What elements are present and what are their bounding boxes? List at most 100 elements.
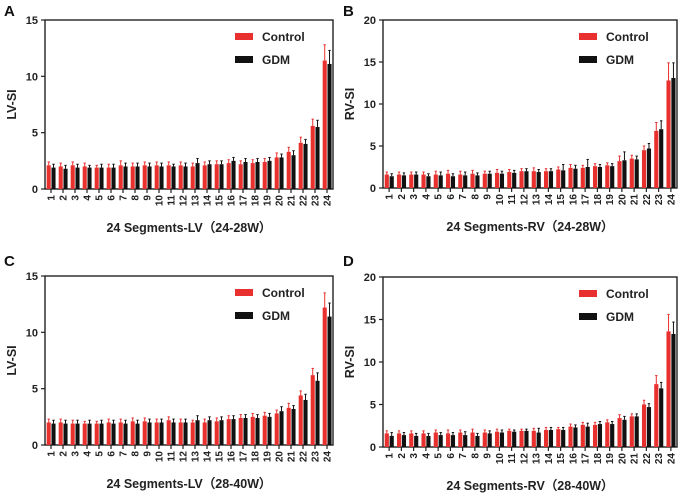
control-bar-23 — [310, 375, 315, 445]
legend-label-control: Control — [606, 30, 649, 44]
gdm-bar-11 — [171, 166, 176, 189]
x-tick-label: 8 — [470, 194, 481, 200]
x-tick-label: 18 — [593, 453, 604, 465]
gdm-bar-14 — [207, 164, 212, 189]
x-tick-label: 13 — [191, 195, 202, 207]
gdm-bar-7 — [123, 166, 128, 189]
x-tick-label: 5 — [95, 451, 106, 457]
gdm-bar-14 — [548, 430, 554, 447]
x-tick-label: 8 — [131, 451, 142, 457]
gdm-bar-19 — [610, 424, 615, 447]
gdm-bar-22 — [303, 143, 308, 189]
gdm-bar-8 — [475, 175, 480, 188]
legend-label-control: Control — [262, 286, 305, 300]
x-tick-label: 11 — [507, 453, 518, 464]
x-tick-label: 11 — [167, 195, 178, 206]
x-tick-label: 13 — [532, 453, 543, 465]
gdm-bar-2 — [401, 175, 407, 188]
x-tick-label: 11 — [507, 194, 518, 205]
panel-letter: D — [343, 253, 354, 270]
control-bar-17 — [238, 164, 243, 189]
gdm-bar-16 — [573, 168, 578, 188]
x-tick-label: 15 — [215, 451, 226, 463]
x-tick-label: 10 — [495, 194, 506, 206]
control-bar-23 — [310, 125, 315, 189]
x-axis-title: 24 Segments-RV（28-40W） — [446, 478, 613, 493]
control-bar-22 — [298, 142, 303, 189]
y-tick-label: 10 — [26, 71, 38, 83]
control-bar-7 — [118, 165, 123, 189]
x-tick-label: 12 — [179, 195, 190, 207]
control-bar-20 — [617, 161, 622, 188]
gdm-bar-21 — [291, 408, 296, 445]
x-tick-label: 7 — [119, 451, 130, 457]
x-tick-label: 20 — [275, 195, 286, 207]
control-bar-17 — [580, 424, 585, 447]
control-bar-2 — [58, 422, 63, 445]
control-bar-5 — [94, 167, 99, 189]
x-tick-label: 21 — [287, 451, 298, 463]
x-tick-label: 17 — [581, 194, 592, 206]
x-tick-label: 2 — [397, 194, 408, 200]
control-bar-15 — [556, 169, 561, 188]
control-bar-17 — [580, 167, 585, 188]
gdm-bar-3 — [414, 435, 419, 447]
x-tick-label: 14 — [203, 195, 214, 207]
gdm-bar-2 — [401, 435, 407, 447]
control-bar-1 — [46, 422, 51, 445]
gdm-bar-3 — [75, 423, 80, 445]
control-bar-3 — [409, 433, 414, 447]
control-bar-11 — [507, 430, 512, 447]
legend-label-gdm: GDM — [262, 309, 290, 323]
gdm-bar-21 — [634, 159, 639, 188]
gdm-bar-24 — [671, 77, 676, 188]
x-tick-label: 16 — [227, 451, 238, 463]
gdm-bar-18 — [597, 167, 603, 188]
x-tick-label: 4 — [83, 451, 94, 457]
x-tick-label: 14 — [544, 453, 555, 465]
legend-label-control: Control — [262, 30, 305, 44]
y-tick-label: 10 — [364, 99, 376, 111]
gdm-bar-15 — [561, 170, 566, 188]
control-bar-6 — [445, 173, 451, 188]
control-bar-18 — [250, 416, 255, 445]
control-bar-11 — [166, 165, 171, 189]
gdm-bar-18 — [255, 161, 260, 189]
x-tick-label: 17 — [581, 453, 592, 465]
x-tick-label: 16 — [227, 195, 238, 207]
y-axis-title: RV-SI — [343, 88, 357, 120]
control-bar-24 — [322, 307, 327, 445]
y-tick-label: 5 — [370, 141, 376, 153]
y-tick-label: 15 — [364, 57, 376, 69]
x-tick-label: 3 — [409, 194, 420, 200]
gdm-bar-12 — [183, 422, 188, 445]
x-axis-title: 24 Segments-LV（28-40W） — [106, 476, 271, 491]
x-tick-label: 4 — [83, 195, 94, 201]
x-tick-label: 16 — [568, 453, 579, 465]
control-bar-13 — [190, 166, 195, 189]
gdm-bar-9 — [487, 173, 492, 188]
control-bar-11 — [507, 172, 512, 188]
gdm-bar-1 — [389, 435, 394, 447]
control-bar-10 — [494, 172, 500, 188]
x-tick-label: 4 — [421, 453, 432, 459]
gdm-bar-10 — [159, 166, 164, 189]
gdm-bar-24 — [327, 63, 332, 189]
control-bar-12 — [178, 422, 183, 445]
control-bar-1 — [46, 165, 51, 189]
control-bar-14 — [543, 430, 549, 447]
control-bar-5 — [433, 174, 438, 188]
x-tick-label: 14 — [203, 451, 214, 463]
control-bar-16 — [226, 163, 231, 189]
x-tick-label: 15 — [215, 195, 226, 207]
gdm-bar-17 — [585, 167, 590, 188]
control-bar-10 — [494, 431, 500, 447]
gdm-bar-9 — [147, 166, 152, 189]
control-bar-10 — [154, 422, 159, 445]
control-bar-24 — [666, 80, 671, 188]
control-bar-5 — [94, 423, 99, 445]
legend-swatch-gdm — [579, 313, 597, 320]
control-bar-21 — [629, 158, 634, 188]
